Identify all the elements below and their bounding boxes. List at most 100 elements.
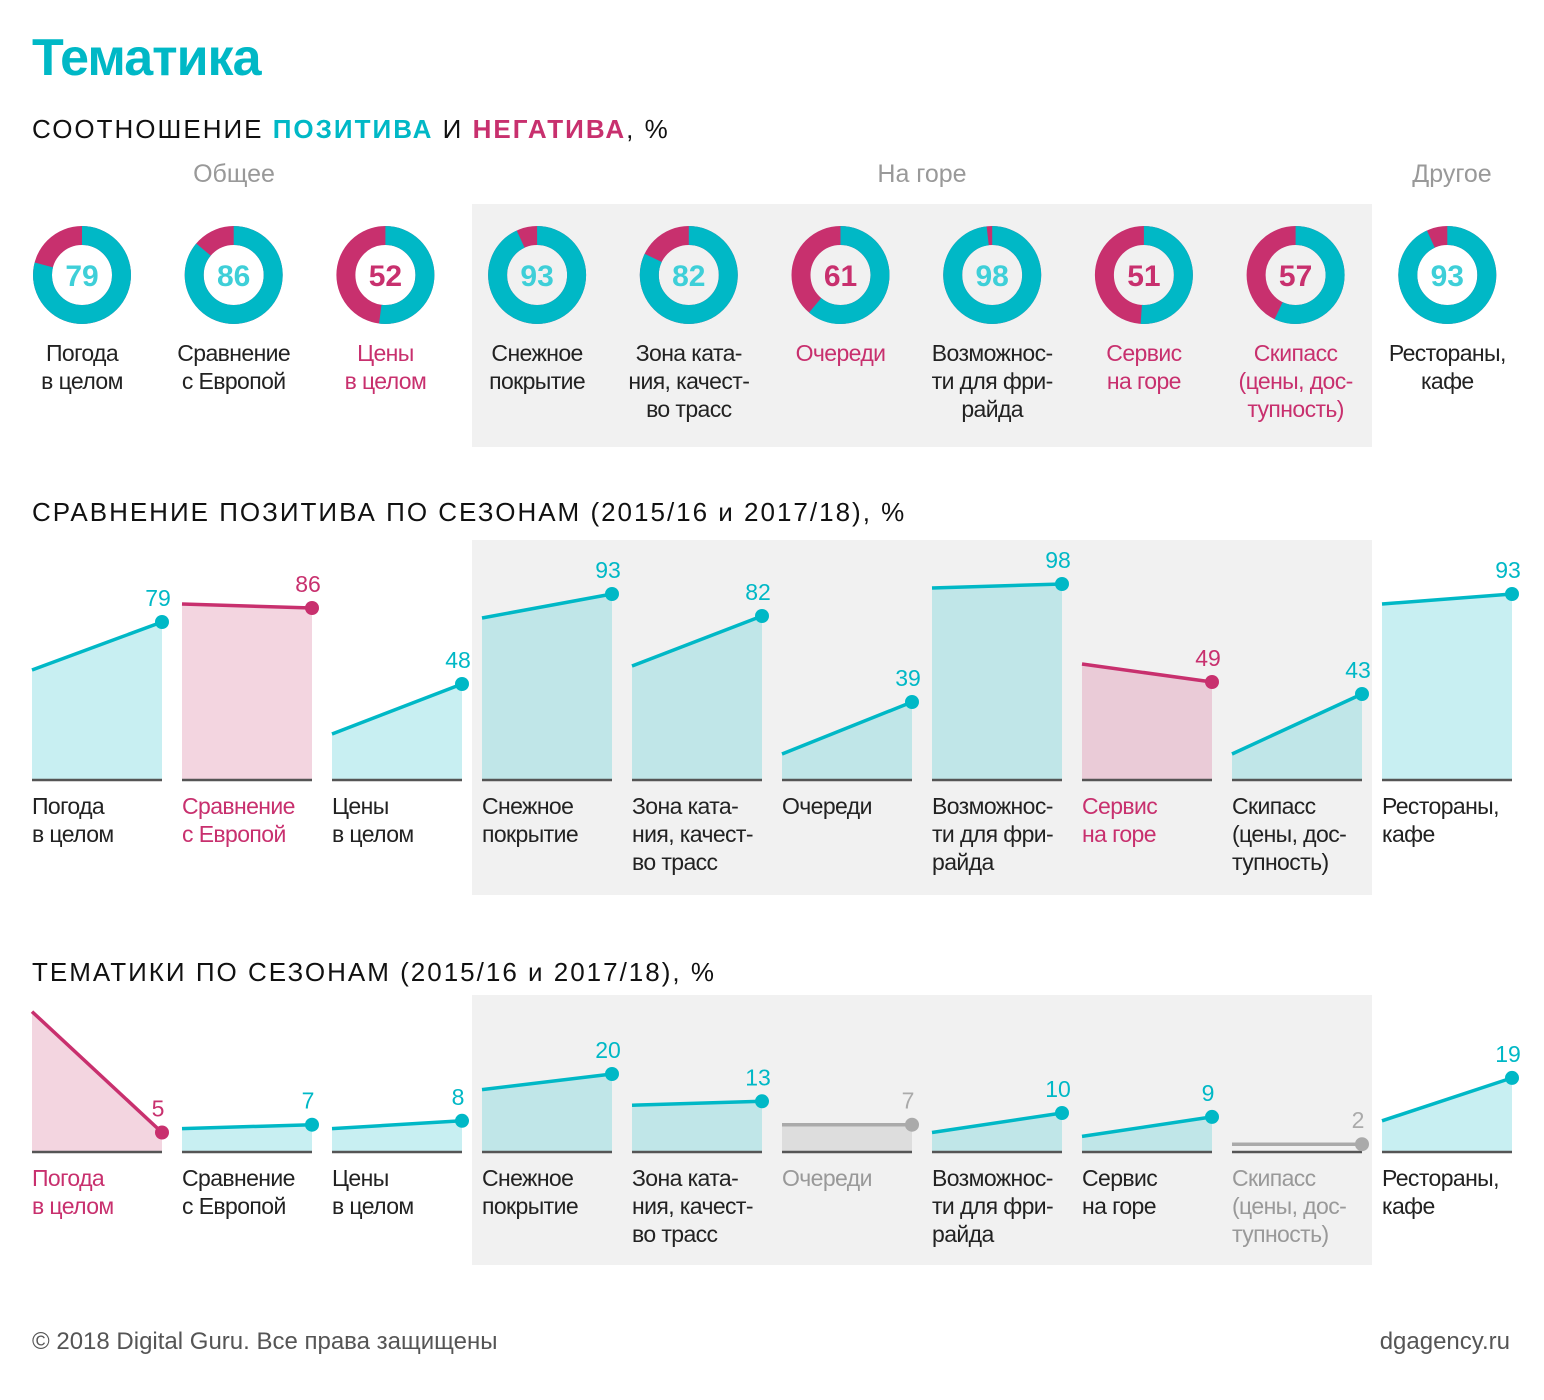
end-point	[605, 1067, 619, 1081]
end-value-label: 20	[595, 1037, 621, 1063]
end-point	[1205, 675, 1219, 689]
section-title-suffix: , %	[626, 114, 670, 144]
end-point	[605, 587, 619, 601]
section-title-positive-seasons: СРАВНЕНИЕ ПОЗИТИВА ПО СЕЗОНАМ (2015/16 и…	[32, 497, 907, 527]
category-label: Погода в целом	[32, 792, 114, 848]
donut-label-line: в целом	[41, 368, 123, 394]
category-label-line: в целом	[332, 821, 414, 847]
category-label-line: кафе	[1382, 1193, 1435, 1219]
category-label-line: тупность)	[1232, 1221, 1329, 1247]
donut-value: 86	[217, 260, 250, 293]
end-point	[905, 695, 919, 709]
area-fill	[1382, 594, 1512, 780]
category-label-line: райда	[932, 1221, 994, 1247]
category-label: Цены в целом	[332, 1164, 414, 1220]
end-point	[305, 601, 319, 615]
category-label-line: Очереди	[782, 1165, 872, 1191]
area-fill	[1232, 694, 1362, 780]
category-label: Рестораны, кафе	[1382, 792, 1500, 848]
area-chart-item: 10	[931, 1076, 1071, 1154]
end-point	[755, 1094, 769, 1109]
category-label-line: Скипасс	[1232, 793, 1316, 819]
area-chart-item: 48	[331, 647, 471, 782]
end-point	[1505, 1070, 1519, 1085]
donut-positive-slice	[639, 226, 738, 324]
category-label-line: с Европой	[182, 821, 286, 847]
trend-line	[181, 1122, 313, 1131]
on-mountain-background-3	[472, 995, 1372, 1265]
site-link[interactable]: dgagency.ru	[1379, 1328, 1510, 1355]
category-label-line: покрытие	[482, 821, 579, 847]
donut-label: Цены в целом	[345, 339, 427, 395]
end-point	[1205, 1109, 1219, 1124]
end-point	[1355, 687, 1369, 701]
category-label-line: в целом	[32, 1193, 114, 1219]
area-fill	[932, 1113, 1062, 1152]
on-mountain-background-2	[472, 540, 1372, 895]
end-value-label: 10	[1045, 1076, 1071, 1102]
area-fill	[1382, 1077, 1512, 1152]
category-label: Рестораны, кафе	[1382, 1164, 1500, 1220]
end-point	[155, 615, 169, 629]
area-fill	[482, 1074, 612, 1152]
section-title-topics-seasons: ТЕМАТИКИ ПО СЕЗОНАМ (2015/16 и 2017/18),…	[32, 957, 716, 987]
trend-line	[631, 614, 763, 668]
area-fill	[782, 1124, 912, 1152]
trend-line	[1381, 592, 1513, 606]
trend-line	[331, 682, 463, 736]
end-value-label: 5	[152, 1096, 165, 1122]
category-label: Сравнение с Европой	[182, 1164, 295, 1220]
category-label-line: во трасс	[632, 1221, 718, 1247]
trend-line	[1081, 662, 1213, 684]
category-label-line: Скипасс	[1232, 1165, 1316, 1191]
donut-positive-slice	[1094, 226, 1193, 324]
donut-chart: 79	[33, 226, 131, 324]
category-label-line: Зона ката-	[632, 1165, 739, 1191]
end-value-label: 48	[445, 647, 471, 673]
category-label-line: Сервис	[1082, 1165, 1158, 1191]
area-fill	[1082, 664, 1212, 780]
group-label-other: Другое	[1412, 160, 1492, 188]
area-chart-item: 19	[1381, 1041, 1521, 1154]
donut-label: Возможнос-ти для фри-райда	[931, 339, 1054, 423]
donut-positive-slice	[943, 226, 1042, 324]
donut-value: 82	[672, 260, 705, 293]
area-chart-item: 39	[781, 665, 921, 782]
category-label-line: ния, качест-	[632, 821, 754, 847]
donut-positive-slice	[33, 226, 131, 324]
donut-label-line: Скипасс	[1253, 340, 1338, 366]
end-point	[905, 1117, 919, 1132]
trend-line	[931, 1111, 1063, 1135]
area-fill	[632, 1101, 762, 1152]
donut-label: Снежное покрытие	[489, 339, 586, 395]
category-label-line: Сравнение	[182, 1165, 295, 1191]
end-point	[155, 1125, 169, 1140]
category-label-line: Возможнос-	[932, 1165, 1053, 1191]
category-label: Возможнос-ти для фри-райда	[932, 792, 1054, 876]
donut-value: 98	[976, 260, 1009, 293]
area-chart-item: 43	[1231, 657, 1371, 782]
category-label-line: ти для фри-	[932, 1193, 1054, 1219]
area-chart-item: 93	[481, 557, 621, 782]
category-label-line: Рестораны,	[1382, 793, 1500, 819]
section-title-prefix: СООТНОШЕНИЕ	[32, 114, 273, 144]
donut-label: Погода в целом	[41, 339, 123, 395]
category-label: Погода в целом	[32, 1164, 114, 1220]
category-label: Снежное покрытие	[482, 1164, 579, 1220]
category-label-line: Рестораны,	[1382, 1165, 1500, 1191]
area-fill	[932, 584, 1062, 780]
end-value-label: 86	[295, 571, 321, 597]
end-value-label: 49	[1195, 645, 1221, 671]
donut-label: Сервис на горе	[1106, 339, 1182, 395]
group-label-mountain: На горе	[877, 160, 967, 188]
negative-word: НЕГАТИВА	[472, 114, 627, 144]
donut-label-line: ти для фри-	[931, 368, 1054, 394]
end-value-label: 19	[1495, 1041, 1521, 1067]
category-label-line: в целом	[332, 1193, 414, 1219]
end-value-label: 7	[902, 1088, 915, 1114]
section-title-mid: И	[433, 114, 473, 144]
category-label-line: покрытие	[482, 1193, 579, 1219]
area-chart-item: 49	[1081, 645, 1221, 782]
donut-label-line: Погода	[45, 340, 119, 366]
